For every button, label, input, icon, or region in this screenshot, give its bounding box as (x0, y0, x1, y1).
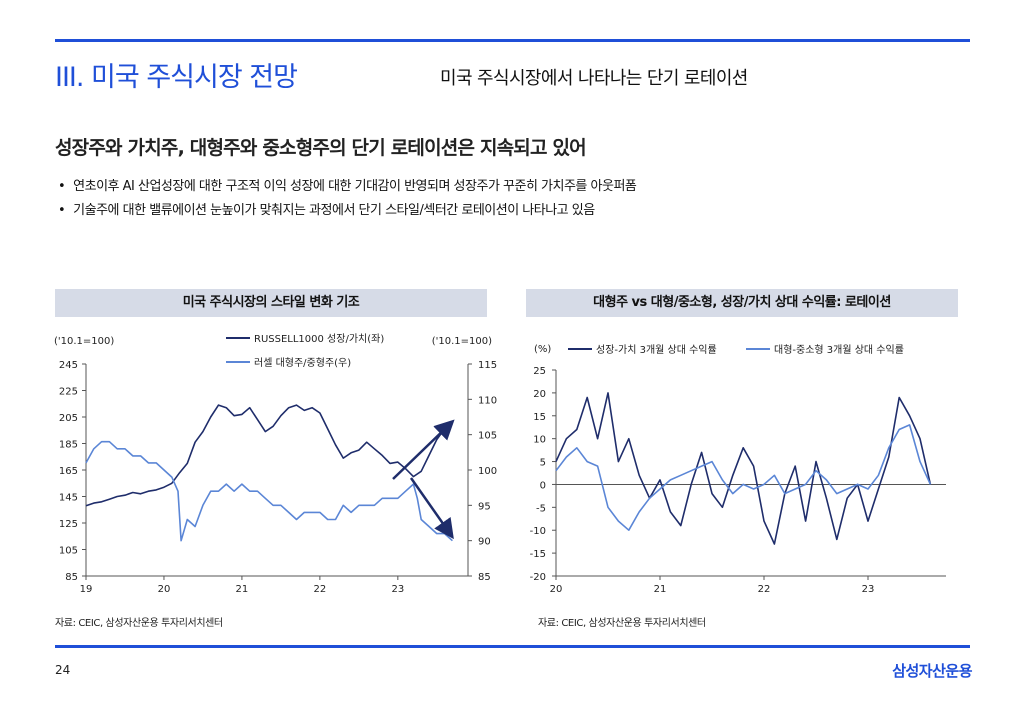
chart1-left-tick-label: 245 (59, 360, 78, 371)
chart2-x-tick-label: 21 (654, 584, 667, 595)
chart2-source: 자료: CEIC, 삼성자산운용 투자리서치센터 (538, 618, 706, 629)
chart2-legend-label-1: 성장-가치 3개월 상대 수익률 (596, 344, 717, 356)
chart1-left-tick-label: 205 (59, 413, 78, 424)
header-subtitle: 미국 주식시장에서 나타나는 단기 로테이션 (440, 68, 748, 89)
chart1-svg: ('10.1=100) ('10.1=100) 85 105 125 145 165 185 2… (54, 333, 497, 595)
chart1-left-tick-label: 145 (59, 493, 78, 504)
top-rule (55, 39, 970, 42)
chart1-arrow-up (392, 419, 455, 480)
chart2-y-tick-label: -10 (530, 526, 546, 537)
chart2-y-tick-label: -15 (530, 549, 546, 560)
chart1-right-tick-label: 100 (478, 466, 497, 477)
chart2-x-tick-label: 20 (550, 584, 563, 595)
chart2-y-tick-label: 20 (533, 389, 546, 400)
chart2-x-tick-label: 22 (758, 584, 771, 595)
chart1-left-tick-label: 165 (59, 466, 78, 477)
chart1-left-tick-label: 125 (59, 519, 78, 530)
chart1-right-tick-label: 95 (478, 501, 491, 512)
brand-logo-text: 삼성자산운용 (892, 662, 972, 680)
chart1-right-tick-label: 85 (478, 572, 491, 583)
chart1-right-tick-label: 110 (478, 395, 497, 406)
chart2-y-tick-label: -20 (530, 572, 546, 583)
chart1-x-tick-label: 19 (80, 584, 93, 595)
chart1-x-tick-label: 21 (236, 584, 249, 595)
chart2-y-tick-label: 10 (533, 435, 546, 446)
chart2-title-bar: 대형주 vs 대형/중소형, 성장/가치 상대 수익률: 로테이션 (526, 289, 958, 317)
page-number: 24 (55, 663, 71, 677)
chart1-x-tick-label: 23 (391, 584, 404, 595)
chart1-left-tick-label: 105 (59, 546, 78, 557)
chart2-y-unit: (%) (534, 344, 551, 355)
chart1-legend-label-1: RUSSELL1000 성장/가치(좌) (254, 333, 384, 345)
chart1-right-tick-label: 115 (478, 360, 497, 371)
chart1-title-bar: 미국 주식시장의 스타일 변화 기조 (55, 289, 487, 317)
chart1-right-unit: ('10.1=100) (432, 336, 492, 347)
chart1-arrow-down (409, 477, 454, 540)
chart2-x-tick-label: 23 (862, 584, 875, 595)
chart1-left-unit: ('10.1=100) (54, 336, 114, 347)
bullet-list: 연초이후 AI 산업성장에 대한 구조적 이익 성장에 대한 기대감이 반영되며… (58, 178, 637, 226)
chart2-y-tick-label: -5 (536, 503, 546, 514)
chart1-x-tick-label: 22 (314, 584, 327, 595)
chart1-right-tick-label: 105 (478, 431, 497, 442)
bullet-item: 기술주에 대한 밸류에이션 눈높이가 맞춰지는 과정에서 단기 스타일/섹터간 … (58, 202, 636, 226)
chart1-legend-label-2: 러셀 대형주/중형주(우) (254, 357, 351, 369)
chart2-y-tick-label: 0 (540, 480, 546, 491)
chart2-svg: (%) 25 20 15 10 5 0 -5 -10 -15 -20 20 21 22 23 성장-가치 3개… (530, 344, 946, 595)
headline: 성장주와 가치주, 대형주와 중소형주의 단기 로테이션은 지속되고 있어 (55, 137, 587, 159)
chart2-series-line-2 (555, 424, 932, 531)
chart1-left-tick-label: 85 (65, 572, 78, 583)
chart2-series-line-1 (555, 392, 932, 545)
chart1-left-tick-label: 225 (59, 387, 78, 398)
bottom-rule (55, 645, 970, 648)
chart2-y-tick-label: 15 (533, 412, 546, 423)
chart2-y-tick-label: 5 (540, 458, 546, 469)
chart1-x-tick-label: 20 (158, 584, 171, 595)
bullet-item: 연초이후 AI 산업성장에 대한 구조적 이익 성장에 대한 기대감이 반영되며… (58, 178, 637, 202)
chart2-y-tick-label: 25 (533, 366, 546, 377)
chart1-series-line-2 (85, 440, 453, 542)
chart1-source: 자료: CEIC, 삼성자산운용 투자리서치센터 (55, 618, 223, 629)
chart1-right-tick-label: 90 (478, 537, 491, 548)
chart1-series-line-1 (85, 404, 453, 507)
chart2-legend-label-2: 대형-중소형 3개월 상대 수익률 (774, 344, 904, 356)
chart1-left-tick-label: 185 (59, 440, 78, 451)
section-title: III. 미국 주식시장 전망 (55, 62, 298, 93)
